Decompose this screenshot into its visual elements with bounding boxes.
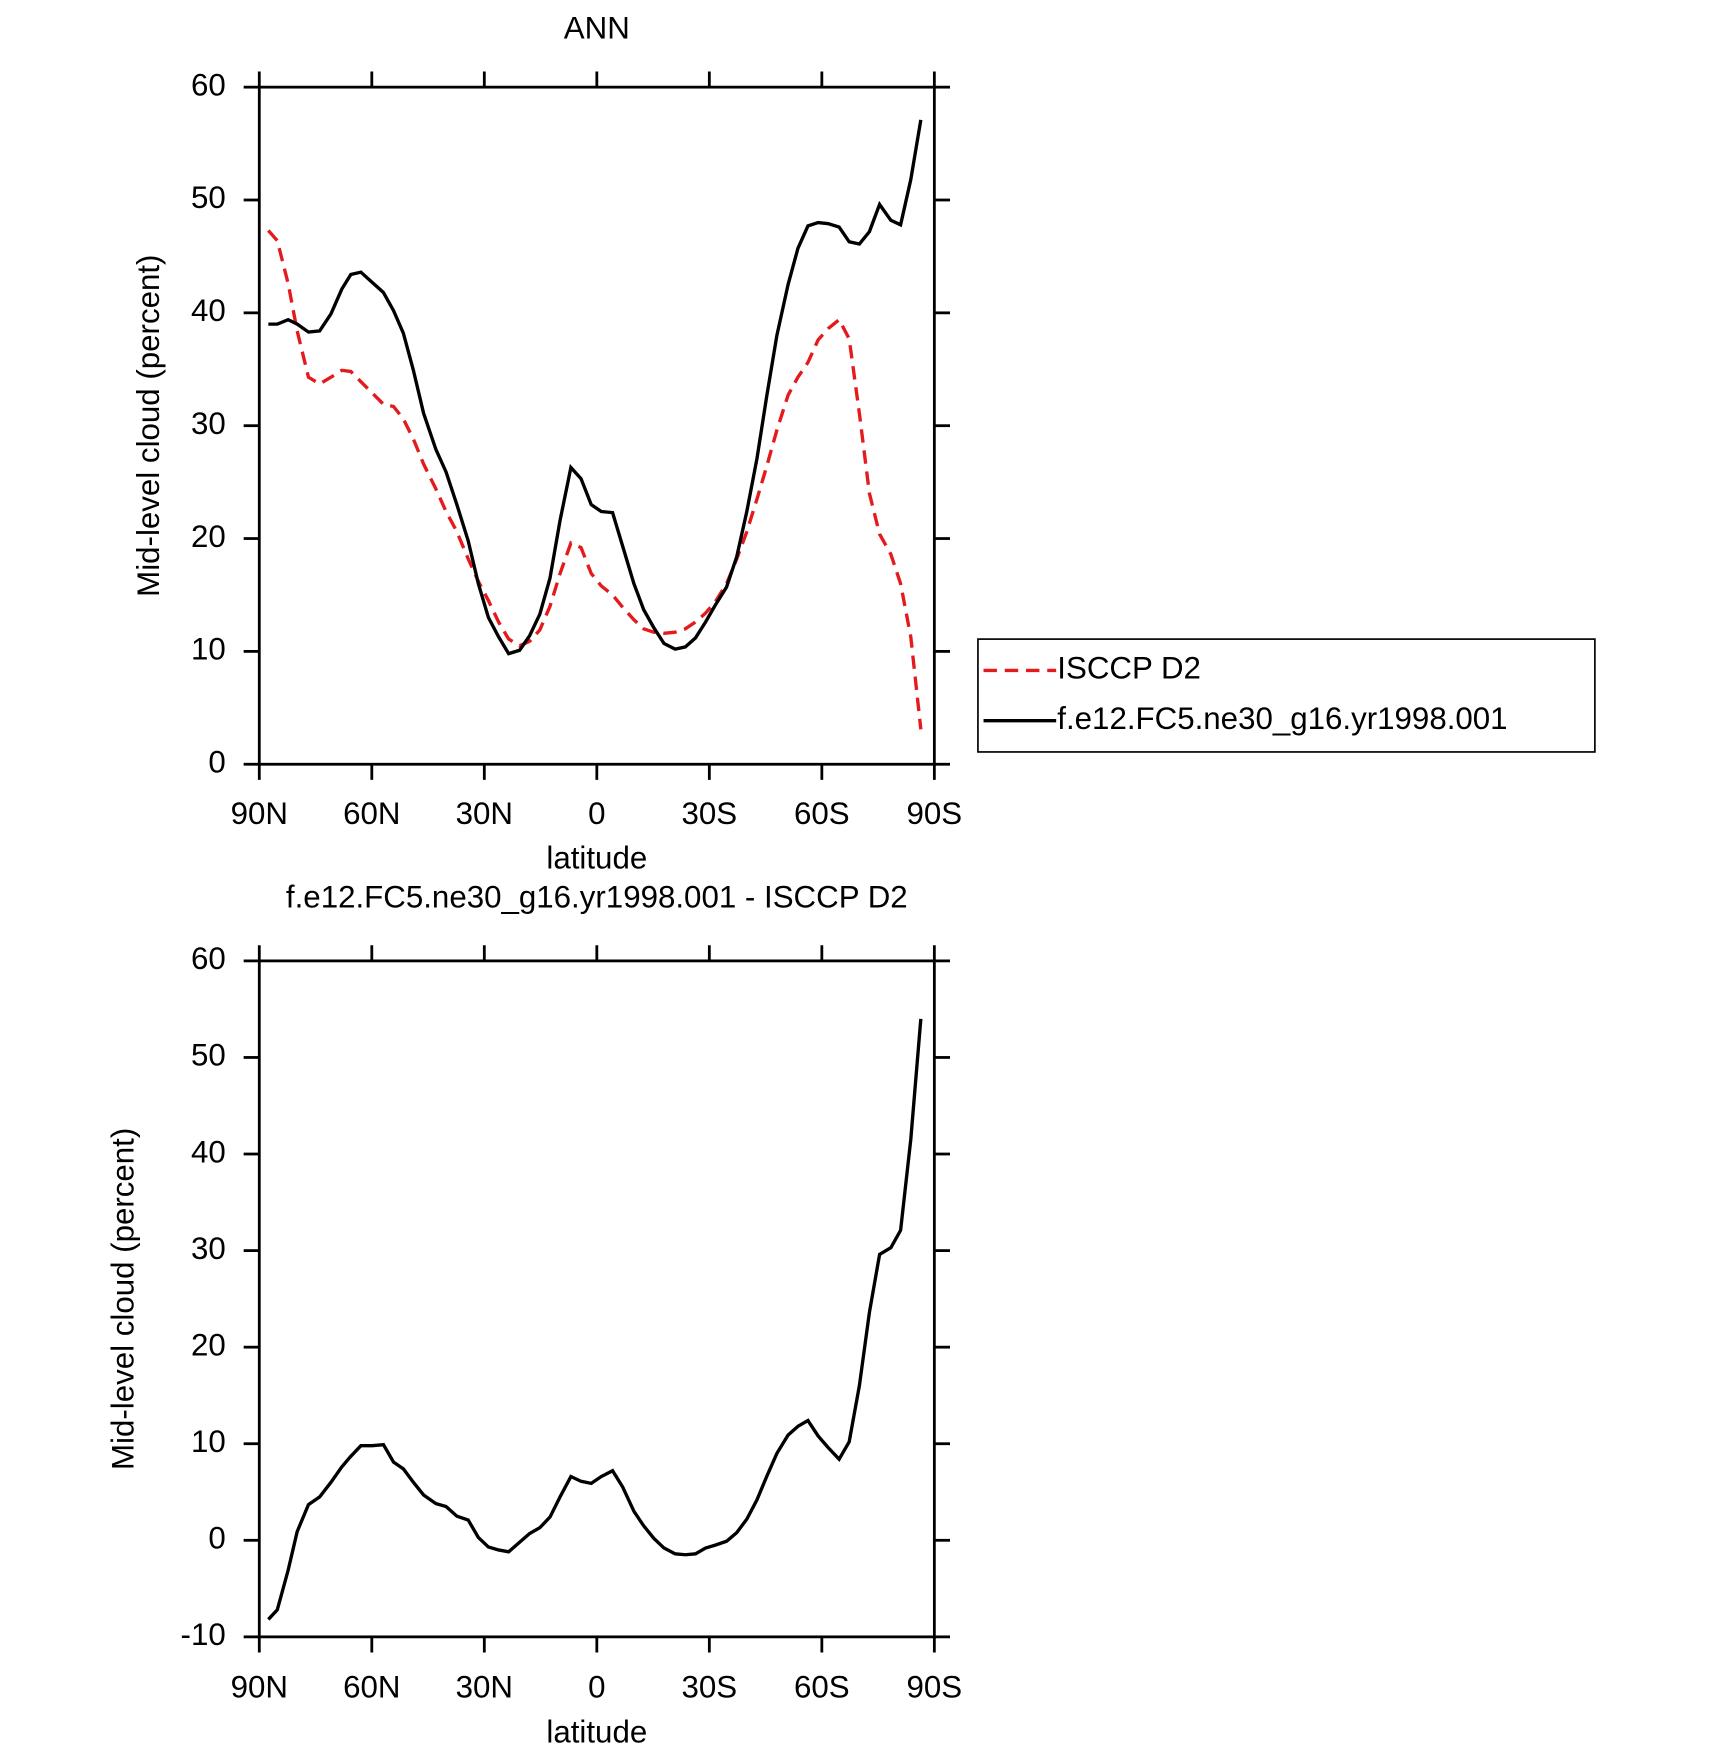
x-tick-label: 60S (794, 796, 850, 831)
y-axis-label: Mid-level cloud (percent) (105, 1128, 140, 1470)
y-tick-label: 10 (191, 632, 226, 667)
y-tick-label: 40 (191, 1134, 226, 1169)
data-line (267, 229, 923, 730)
y-axis-label: Mid-level cloud (percent) (131, 255, 166, 597)
x-tick-label: 30N (456, 1670, 513, 1705)
data-line (267, 1018, 923, 1621)
legend-label: ISCCP D2 (1057, 651, 1201, 686)
data-line (268, 119, 923, 656)
y-tick-label: 60 (191, 941, 226, 976)
y-tick-label: 50 (191, 1038, 226, 1073)
y-tick-label: 0 (208, 1521, 225, 1556)
plot-frame (257, 85, 936, 766)
legend-box (977, 638, 1596, 753)
x-tick-label: 0 (588, 1670, 605, 1705)
y-tick-label: -10 (181, 1617, 226, 1652)
x-tick-label: 30S (682, 796, 738, 831)
y-tick-label: 20 (191, 519, 226, 554)
y-tick-label: 40 (191, 293, 226, 328)
plot-frame (257, 959, 936, 1639)
x-tick-label: 60S (794, 1670, 850, 1705)
x-tick-label: 90S (907, 1670, 963, 1705)
x-axis-label: latitude (546, 1714, 647, 1749)
x-tick-label: 90N (231, 1670, 288, 1705)
x-tick-label: 0 (588, 796, 605, 831)
chart-title: ANN (564, 10, 630, 45)
y-tick-label: 60 (191, 67, 226, 102)
y-tick-label: 20 (191, 1327, 226, 1362)
x-tick-label: 60N (343, 796, 400, 831)
y-tick-label: 30 (191, 1231, 226, 1266)
chart-title: f.e12.FC5.ne30_g16.yr1998.001 - ISCCP D2 (286, 880, 908, 915)
x-tick-label: 90S (907, 796, 963, 831)
y-tick-label: 10 (191, 1424, 226, 1459)
x-tick-label: 90N (231, 796, 288, 831)
x-tick-label: 30S (682, 1670, 738, 1705)
y-tick-label: 0 (208, 745, 225, 780)
y-tick-label: 30 (191, 406, 226, 441)
legend-label: f.e12.FC5.ne30_g16.yr1998.001 (1057, 701, 1507, 736)
x-tick-label: 60N (343, 1670, 400, 1705)
x-axis-label: latitude (546, 841, 647, 876)
y-tick-label: 50 (191, 180, 226, 215)
x-tick-label: 30N (456, 796, 513, 831)
legend: ISCCP D2 f.e12.FC5.ne30_g16.yr1998.001 (977, 638, 1596, 753)
